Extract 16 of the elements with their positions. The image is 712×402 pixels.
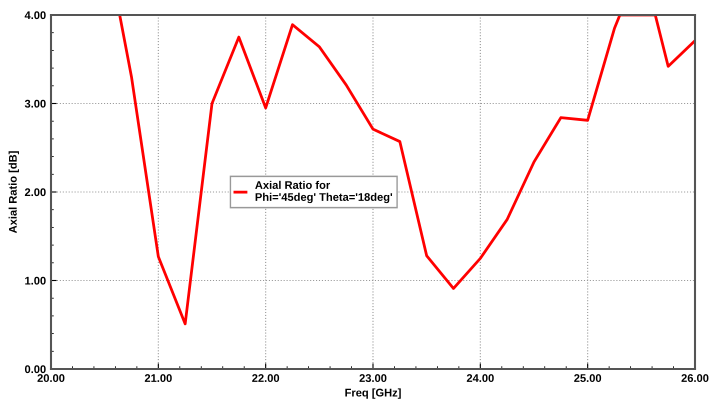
y-tick-label: 1.00 — [25, 276, 46, 285]
x-tick-label: 23.00 — [359, 374, 386, 382]
line-series — [118, 15, 695, 326]
y-tick-label: 0.00 — [24, 365, 46, 374]
legend-label: Axial Ratio for Phi='45deg' Theta='18deg' — [255, 180, 392, 204]
y-tick-label: 2.00 — [24, 188, 46, 196]
x-tick-label: 20.00 — [37, 374, 64, 382]
y-axis-title: Axial Ratio [dB] — [8, 151, 19, 234]
x-tick-label: 25.00 — [574, 374, 602, 382]
y-tick-label: 3.00 — [24, 100, 46, 108]
x-tick-label: 26.00 — [681, 374, 708, 382]
y-tick-label: 4.00 — [24, 11, 46, 20]
x-tick-label: 24.00 — [466, 374, 494, 382]
x-axis-title: Freq [GHz] — [345, 388, 401, 399]
x-tick-label: 22.00 — [252, 374, 280, 382]
x-tick-label: 21.00 — [144, 374, 172, 382]
